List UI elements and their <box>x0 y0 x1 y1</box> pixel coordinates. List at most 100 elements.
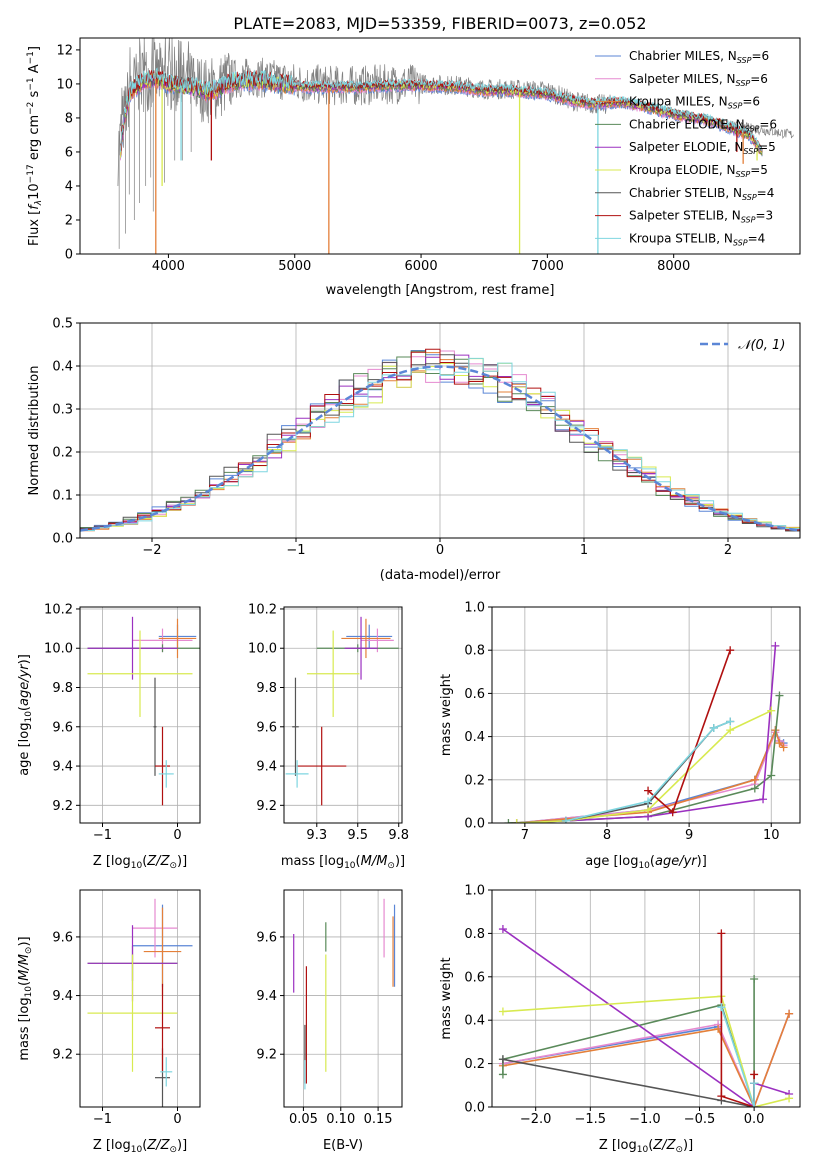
y-tick-label: 9.4 <box>256 760 277 775</box>
weight-marker <box>498 1055 507 1064</box>
weight-line <box>565 720 731 822</box>
errorbar-kroupa-elodie <box>306 630 360 717</box>
panel-z-weight: −2.0 −1.5 −1.0 −0.5 0.0 0.0 0.2 0.4 0.6 0.8 1.0 Z [… <box>439 884 801 1155</box>
y-tick-label: 9.6 <box>256 720 277 735</box>
x-tick-label: 4000 <box>152 259 185 274</box>
weight-marker <box>775 739 784 748</box>
spectrum-model-kroupa-stelib <box>120 67 763 153</box>
errorbar-salpeter-stelib <box>155 726 170 806</box>
weight-marker <box>512 819 521 823</box>
errorbar-salpeter-elodie <box>344 616 378 680</box>
axes-frame <box>79 37 801 255</box>
plot-area-z-weight <box>498 925 794 1107</box>
weight-line <box>502 1058 755 1107</box>
axes-frame <box>283 606 403 824</box>
errorbar-kroupa-miles <box>158 618 197 659</box>
errorbar-kroupa-stelib <box>158 760 174 788</box>
y-axis-label: mass [log10(M/M⊙)] <box>17 936 34 1060</box>
y-tick-label: 9.4 <box>52 760 73 775</box>
errorbar-kroupa-miles <box>341 618 391 659</box>
weight-marker <box>750 1070 759 1079</box>
weight-marker <box>709 723 718 732</box>
weight-marker <box>750 1103 759 1107</box>
weight-marker <box>644 786 653 795</box>
weight-marker <box>785 1094 794 1103</box>
panel-age-weight: 7 8 9 10 0.0 0.2 0.4 0.6 0.8 1.0 age [log10(age/yr… <box>439 601 801 871</box>
plot-area-ebv-mass <box>293 898 396 1090</box>
weight-series-kroupa-miles <box>512 726 788 823</box>
x-axis-label: (data-model)/error <box>380 568 501 583</box>
x-tick-label: −2.0 <box>520 1112 552 1127</box>
x-tick-label: 8 <box>603 828 611 843</box>
errorbar-chabrier-stelib <box>153 677 157 776</box>
plot-area-age-weight <box>504 641 788 823</box>
y-axis-label: Flux [fλ10−17 erg cm−2 s−1 A−1] <box>26 46 44 246</box>
y-tick-label: 0.6 <box>464 687 485 702</box>
x-axis-label: mass [log10(M/M⊙)] <box>281 854 405 871</box>
y-tick-label: 10 <box>56 77 73 92</box>
x-tick-label: 7 <box>521 828 529 843</box>
plot-area-z-age <box>87 616 200 806</box>
x-tick-label: 9.8 <box>388 828 409 843</box>
weight-marker <box>504 819 513 823</box>
x-tick-label: −2 <box>142 543 161 558</box>
y-axis-label: mass weight <box>439 674 454 756</box>
axes-frame <box>491 606 801 824</box>
y-tick-label: 0.0 <box>52 532 73 547</box>
y-tick-label: 9.6 <box>52 930 73 945</box>
x-tick-label: −1.5 <box>575 1112 607 1127</box>
x-axis-label: age [log10(age/yr)] <box>585 854 707 871</box>
y-axis-label: age [log10(age/yr)] <box>17 654 34 776</box>
axes-frame <box>79 889 201 1108</box>
x-tick-label: 7000 <box>531 259 564 274</box>
legend-entry: Kroupa MILES, NSSP=6 <box>629 95 760 111</box>
panel-z-mass: −1 0 9.2 9.4 9.6 Z [log10(Z/Z⊙)] mass [log10(M… <box>17 889 201 1155</box>
x-tick-label: −1 <box>93 1112 112 1127</box>
weight-marker <box>498 1007 507 1016</box>
y-tick-label: 0.2 <box>464 773 485 788</box>
x-axis-label: wavelength [Angstrom, rest frame] <box>326 283 555 298</box>
y-tick-label: 0.4 <box>464 730 485 745</box>
y-tick-label: 8 <box>65 111 73 126</box>
weight-marker <box>668 808 677 817</box>
x-tick-label: 0.10 <box>326 1112 355 1127</box>
panel-ebv-mass: 0.05 0.10 0.15 9.2 9.4 9.6 E(B-V) <box>256 889 403 1153</box>
weight-line <box>502 979 755 1107</box>
errorbar-chabrier-stelib <box>292 677 299 776</box>
weight-line <box>502 1013 790 1107</box>
weight-marker <box>767 706 776 715</box>
weight-line <box>516 727 785 823</box>
y-tick-label: 0.2 <box>52 446 73 461</box>
y-tick-label: 0 <box>65 248 73 263</box>
errorbar-salpeter-elodie <box>87 616 178 680</box>
y-tick-label: 9.4 <box>256 989 277 1004</box>
y-tick-label: 9.2 <box>52 1048 73 1063</box>
weight-marker <box>750 775 759 784</box>
errorbar-kroupa-stelib <box>160 1057 173 1087</box>
x-tick-label: 0.15 <box>364 1112 393 1127</box>
legend-entry: Kroupa ELODIE, NSSP=5 <box>629 163 768 179</box>
weight-marker <box>750 1079 759 1088</box>
errorbar-chabrier-miles <box>346 624 393 649</box>
weight-marker <box>561 816 570 823</box>
weight-series-kroupa-stelib <box>717 1003 759 1107</box>
y-tick-label: 12 <box>56 43 73 58</box>
weight-marker <box>750 974 759 983</box>
legend-entry: Chabrier ELODIE, NSSP=6 <box>629 117 777 133</box>
weight-marker <box>498 925 507 934</box>
y-tick-label: 10.2 <box>44 602 73 617</box>
weight-line <box>720 1006 755 1107</box>
x-axis-label: Z [log10(Z/Z⊙)] <box>599 1138 693 1155</box>
legend-entry: Chabrier STELIB, NSSP=4 <box>629 186 774 202</box>
x-tick-label: 0.0 <box>744 1112 765 1127</box>
weight-series-salpeter-elodie <box>512 641 780 823</box>
errorbar-kroupa-stelib <box>285 760 309 788</box>
weight-marker <box>717 929 726 938</box>
y-tick-label: 0.0 <box>464 817 485 832</box>
weight-marker <box>726 646 735 655</box>
x-tick-label: 1 <box>580 543 588 558</box>
y-tick-label: 10.0 <box>44 642 73 657</box>
y-tick-label: 9.6 <box>256 930 277 945</box>
y-tick-label: 0.4 <box>52 360 73 375</box>
x-tick-label: 0 <box>173 828 181 843</box>
